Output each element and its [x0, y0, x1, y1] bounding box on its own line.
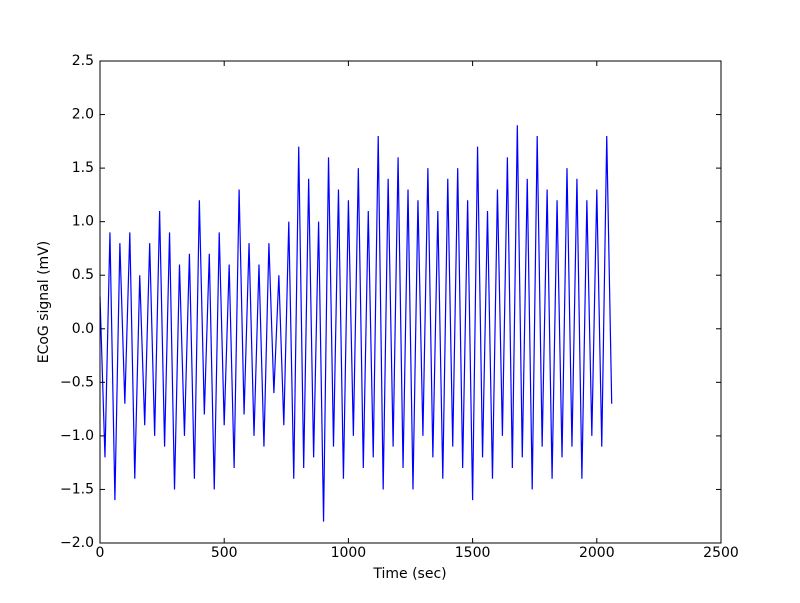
x-tick-label: 500 [211, 545, 238, 561]
y-tick-label: 2.5 [72, 53, 94, 69]
y-tick-label: −1.5 [60, 481, 94, 497]
x-tick-label: 1500 [455, 545, 491, 561]
y-tick-label: 1.5 [72, 160, 94, 176]
x-tick-label: 0 [96, 545, 105, 561]
x-tick-label: 2000 [579, 545, 615, 561]
signal-line [99, 125, 613, 522]
x-tick-label: 1000 [331, 545, 367, 561]
y-tick-label: −1.0 [60, 428, 94, 444]
y-tick-label: −2.0 [60, 535, 94, 551]
x-tick-label: 2500 [703, 545, 739, 561]
plot-frame [99, 60, 722, 544]
y-tick-label: 0.5 [72, 267, 94, 283]
x-axis-label: Time (sec) [372, 566, 446, 582]
y-tick-label: 2.0 [72, 107, 94, 123]
y-tick-label: −0.5 [60, 374, 94, 390]
y-tick-label: 0.0 [72, 321, 94, 337]
y-axis-label: ECoG signal (mV) [36, 241, 52, 364]
y-tick-label: 1.0 [72, 214, 94, 230]
